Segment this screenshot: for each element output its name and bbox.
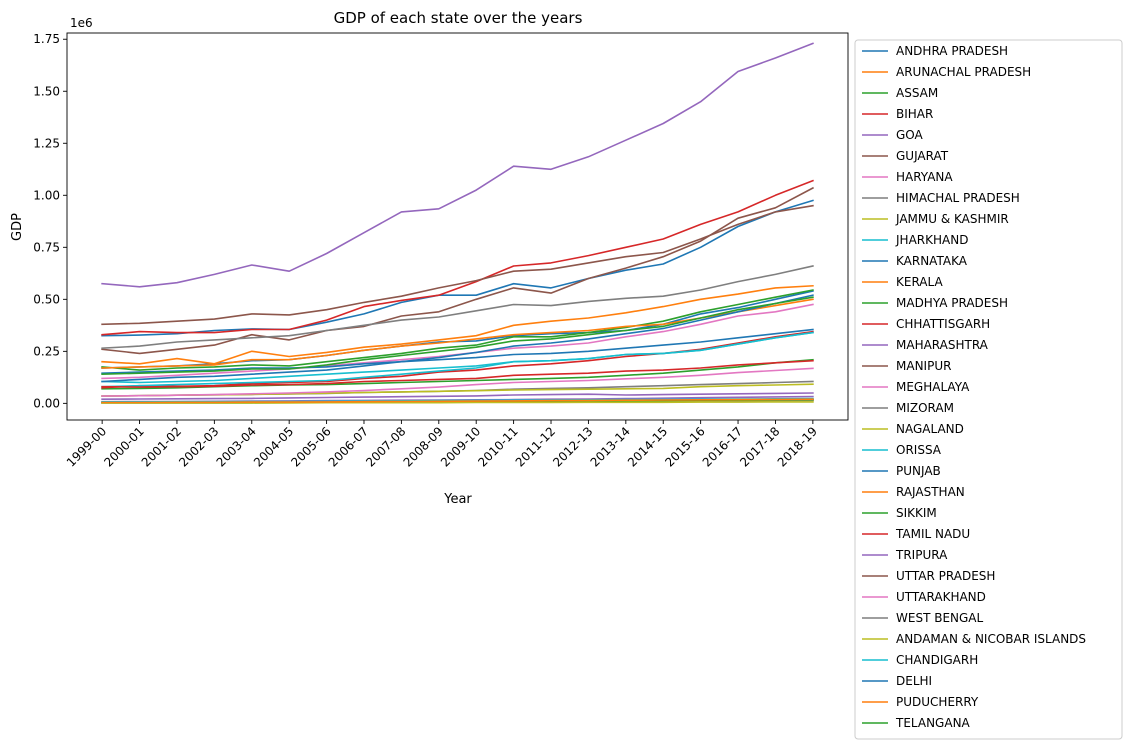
series-line-12 [101, 289, 814, 371]
y-tick-label-0: 0.00 [33, 396, 60, 410]
legend-entry-9: JHARKHAND [895, 233, 968, 247]
legend-entry-11: KERALA [896, 275, 943, 289]
legend-entry-0: ANDHRA PRADESH [896, 44, 1008, 58]
legend-entry-21: RAJASTHAN [896, 485, 965, 499]
series-line-0 [101, 199, 814, 337]
y-axis-label: GDP [10, 213, 25, 241]
legend-entry-2: ASSAM [896, 86, 938, 100]
legend: ANDHRA PRADESH ARUNACHAL PRADESH ASSAM BIHA… [854, 39, 1123, 740]
legend-entry-12: MADHYA PRADESH [896, 296, 1008, 310]
legend-entry-29: CHANDIGARH [896, 653, 978, 667]
legend-entry-23: TAMIL NADU [895, 527, 970, 541]
legend-entry-10: KARNATAKA [896, 254, 968, 268]
y-tick-label-4: 1.00 [33, 188, 60, 202]
legend-entry-27: WEST BENGAL [896, 611, 984, 625]
series-line-19 [101, 331, 814, 384]
y-tick-label-2: 0.50 [33, 292, 60, 306]
legend-entry-8: JAMMU & KASHMIR [895, 212, 1009, 226]
y-scale-label: 1e6 [70, 16, 93, 30]
legend-entry-14: MAHARASHTRA [896, 338, 989, 352]
legend-entry-25: UTTAR PRADESH [896, 569, 995, 583]
series-line-27 [101, 265, 814, 350]
legend-entry-4: GOA [896, 128, 924, 142]
series-line-25 [101, 204, 814, 326]
legend-entry-30: DELHI [896, 674, 932, 688]
series-line-5 [101, 186, 814, 355]
legend-entry-16: MEGHALAYA [896, 380, 970, 394]
series-line-31 [101, 398, 814, 404]
series-line-26 [101, 367, 814, 397]
legend-entry-5: GUJARAT [896, 149, 949, 163]
legend-entry-24: TRIPURA [895, 548, 948, 562]
y-tick-label-1: 0.25 [33, 344, 60, 358]
legend-entry-18: NAGALAND [896, 422, 964, 436]
legend-entry-22: SIKKIM [896, 506, 937, 520]
series-line-32 [101, 296, 814, 376]
series-line-23 [101, 179, 814, 336]
x-axis-label: Year [443, 492, 472, 507]
legend-entry-20: PUNJAB [896, 464, 941, 478]
legend-entry-32: TELANGANA [895, 716, 971, 730]
legend-entry-17: MIZORAM [896, 401, 954, 415]
legend-entry-15: MANIPUR [896, 359, 951, 373]
y-tick-label-6: 1.50 [33, 84, 60, 98]
axes-frame [66, 32, 849, 421]
legend-entry-3: BIHAR [896, 107, 933, 121]
y-tick-label-5: 1.25 [33, 136, 60, 150]
legend-entry-19: ORISSA [896, 443, 942, 457]
y-tick-label-3: 0.75 [33, 240, 60, 254]
chart-title: GDP of each state over the years [334, 9, 583, 27]
series-line-13 [101, 359, 814, 388]
legend-entry-7: HIMACHAL PRADESH [896, 191, 1020, 205]
legend-entry-13: CHHATTISGARH [896, 317, 990, 331]
legend-entry-1: ARUNACHAL PRADESH [896, 65, 1031, 79]
legend-box [854, 39, 1123, 740]
series-line-30 [101, 294, 814, 383]
legend-entry-31: PUDUCHERRY [896, 695, 979, 709]
series-line-11 [101, 284, 814, 365]
series-line-20 [101, 328, 814, 375]
series-line-14 [101, 42, 814, 288]
y-tick-label-7: 1.75 [33, 32, 60, 46]
legend-entry-28: ANDAMAN & NICOBAR ISLANDS [896, 632, 1086, 646]
series-line-4 [101, 392, 814, 401]
legend-entry-6: HARYANA [896, 170, 953, 184]
legend-entry-26: UTTARAKHAND [896, 590, 986, 604]
